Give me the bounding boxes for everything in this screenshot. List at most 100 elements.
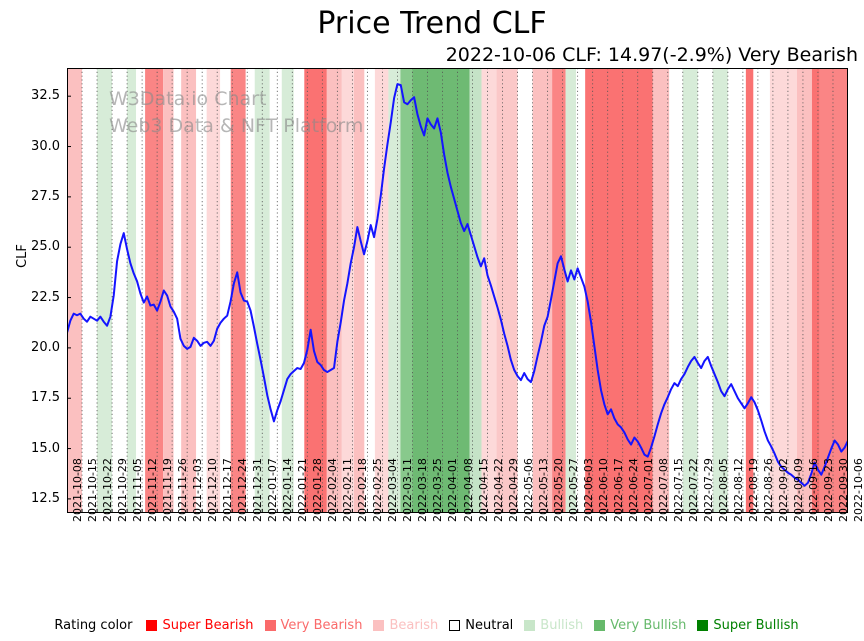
x-tick-label: 2022-09-23: [821, 458, 835, 522]
rating-band: [112, 68, 128, 513]
y-tick-label: 20.0: [31, 339, 60, 355]
x-tick-label: 2022-06-10: [596, 458, 610, 522]
x-tick-label: 2022-03-18: [416, 458, 430, 522]
rating-band: [532, 68, 553, 513]
x-tick-label: 2022-10-06: [852, 458, 864, 522]
legend-item[interactable]: Bearish: [373, 618, 438, 633]
rating-band: [293, 68, 305, 513]
x-tick-label: 2022-05-27: [566, 458, 580, 522]
rating-band: [145, 68, 164, 513]
plot-area: CLF W3Data.io Chart Web3 Data & NFT Plat…: [15, 68, 848, 513]
x-tick-label: 2022-09-30: [836, 458, 850, 522]
x-tick-label: 2022-06-03: [581, 458, 595, 522]
rating-band: [206, 68, 221, 513]
legend-label: Super Bullish: [713, 617, 799, 633]
y-tick-label: 25.0: [31, 239, 60, 255]
rating-band: [585, 68, 653, 513]
legend-items: Super Bearish Very Bearish Bearish Neutral B…: [146, 618, 809, 633]
rating-band: [173, 68, 182, 513]
y-tick-label: 17.5: [31, 390, 60, 406]
x-tick-label: 2021-12-17: [221, 458, 235, 522]
legend-swatch: [697, 619, 709, 631]
x-tick-label: 2022-04-22: [491, 458, 505, 522]
rating-band: [669, 68, 683, 513]
rating-band: [819, 68, 848, 513]
rating-band: [682, 68, 698, 513]
x-tick-label: 2022-02-04: [326, 458, 340, 522]
legend-swatch: [449, 619, 461, 631]
rating-band: [97, 68, 113, 513]
x-tick-label: 2022-09-16: [806, 458, 820, 522]
x-tick-label: 2022-06-24: [626, 458, 640, 522]
x-tick-label: 2022-05-20: [551, 458, 565, 522]
rating-band: [565, 68, 577, 513]
rating-band: [326, 68, 342, 513]
rating-band: [269, 68, 282, 513]
x-tick-label: 2021-11-05: [131, 458, 145, 522]
x-tick-label: 2022-04-08: [461, 458, 475, 522]
rating-band: [412, 68, 470, 513]
legend-swatch: [264, 619, 276, 631]
x-tick-label: 2022-07-08: [656, 458, 670, 522]
rating-band: [163, 68, 174, 513]
price-line: [67, 83, 848, 487]
x-tick-label: 2022-02-18: [356, 458, 370, 522]
rating-band: [796, 68, 812, 513]
rating-band: [712, 68, 728, 513]
rating-band: [697, 68, 713, 513]
legend-label: Very Bearish: [280, 617, 363, 633]
legend-label: Neutral: [465, 617, 514, 633]
rating-band: [552, 68, 566, 513]
x-tick-label: 2022-01-07: [266, 458, 280, 522]
x-tick-label: 2022-02-25: [371, 458, 385, 522]
x-tick-label: 2022-05-06: [521, 458, 535, 522]
rating-band: [127, 68, 137, 513]
rating-band: [220, 68, 231, 513]
x-tick-label: 2022-08-12: [731, 458, 745, 522]
y-tick-label: 12.5: [31, 490, 60, 506]
legend-title: Rating color: [54, 617, 133, 633]
x-tick-label: 2022-09-09: [791, 458, 805, 522]
legend-item[interactable]: Very Bearish: [264, 617, 363, 633]
x-tick-label: 2022-07-29: [701, 458, 715, 522]
legend-item[interactable]: Super Bearish: [146, 618, 254, 633]
x-tick-label: 2022-07-22: [686, 458, 700, 522]
y-tick-label: 22.5: [31, 289, 60, 305]
legend-item[interactable]: Bullish: [524, 618, 583, 633]
legend-item[interactable]: Super Bullish: [697, 617, 799, 633]
x-tick-label: 2022-07-01: [641, 458, 655, 522]
rating-band: [388, 68, 401, 513]
x-tick-label: 2022-04-29: [506, 458, 520, 522]
x-tick-label: 2022-08-05: [716, 458, 730, 522]
rating-band: [281, 68, 294, 513]
chart-subtitle: 2022-10-06 CLF: 14.97(-2.9%) Very Bearis…: [445, 44, 858, 66]
rating-band: [230, 68, 246, 513]
rating-band: [181, 68, 197, 513]
x-tick-label: 2022-04-15: [476, 458, 490, 522]
rating-band: [341, 68, 354, 513]
x-tick-label: 2021-10-29: [116, 458, 130, 522]
rating-band: [753, 68, 770, 513]
x-tick-label: 2021-12-03: [191, 458, 205, 522]
rating-band: [811, 68, 820, 513]
rating-band: [496, 68, 518, 513]
x-tick-label: 2021-12-24: [236, 458, 250, 522]
x-tick-label: 2022-05-13: [536, 458, 550, 522]
x-tick-label: 2022-01-21: [296, 458, 310, 522]
rating-band: [304, 68, 327, 513]
rating-band: [517, 68, 533, 513]
rating-band: [400, 68, 413, 513]
rating-band: [469, 68, 482, 513]
x-tick-label: 2022-02-11: [341, 458, 355, 522]
legend-item[interactable]: Very Bullish: [594, 618, 686, 633]
legend-label: Very Bullish: [610, 617, 687, 633]
rating-band: [67, 68, 83, 513]
rating-band: [374, 68, 389, 513]
x-tick-label: 2021-11-19: [161, 458, 175, 522]
legend-item[interactable]: Neutral: [449, 618, 513, 633]
rating-band: [245, 68, 255, 513]
rating-band: [82, 68, 98, 513]
rating-band: [254, 68, 270, 513]
x-axis-ticks: 2021-10-08 2021-10-15 2021-10-22 2021-10-29…: [67, 458, 864, 616]
